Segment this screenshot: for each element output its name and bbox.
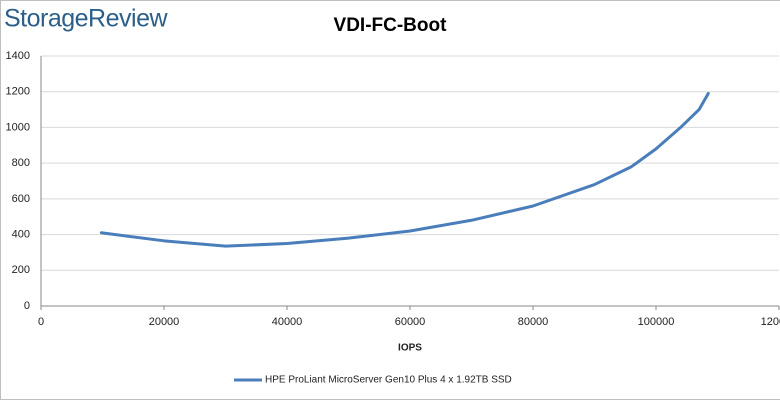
x-tick-label: 60000 — [395, 316, 426, 328]
y-tick-label: 200 — [12, 264, 30, 276]
x-axis-label: IOPS — [398, 343, 422, 354]
x-tick-label: 0 — [38, 316, 44, 328]
x-tick-label: 40000 — [272, 316, 303, 328]
brand-logo: StorageReview — [4, 5, 168, 33]
x-tick-label: 80000 — [518, 316, 549, 328]
y-tick-label: 800 — [12, 157, 30, 169]
data-line — [99, 92, 710, 248]
x-tick-label: 100000 — [638, 316, 675, 328]
y-tick-label: 600 — [12, 193, 30, 205]
y-tick-label: 0 — [24, 300, 30, 312]
legend-label: HPE ProLiant MicroServer Gen10 Plus 4 x … — [265, 375, 512, 386]
x-tick-label: 120000 — [761, 316, 780, 328]
y-tick-label: 1400 — [6, 50, 30, 62]
y-tick-label: 1000 — [6, 121, 30, 133]
x-tick-label: 20000 — [149, 316, 180, 328]
y-tick-label: 1200 — [6, 86, 30, 98]
y-tick-label: 400 — [12, 228, 30, 240]
chart-title: VDI-FC-Boot — [334, 15, 448, 36]
